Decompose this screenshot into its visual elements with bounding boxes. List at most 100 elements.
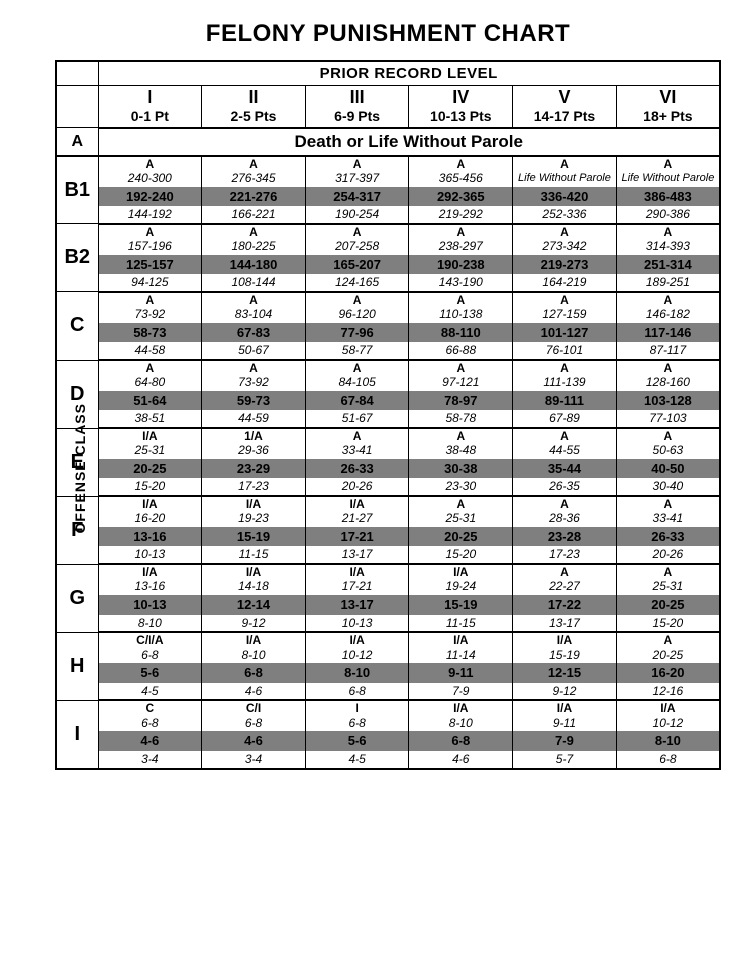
presumptive-range: 5-6	[305, 731, 409, 751]
presumptive-range: 336-420	[513, 187, 617, 207]
mitigated-range: 4-6	[202, 683, 306, 701]
presumptive-range: 16-20	[616, 663, 720, 683]
mitigated-range: 219-292	[409, 206, 513, 224]
disposition: A	[616, 564, 720, 579]
presumptive-range: 89-111	[513, 391, 617, 411]
prior-record-header: PRIOR RECORD LEVEL	[98, 61, 720, 86]
presumptive-range: 12-14	[202, 595, 306, 615]
presumptive-range: 101-127	[513, 323, 617, 343]
aggravated-range: 83-104	[202, 307, 306, 323]
mitigated-range: 50-67	[202, 342, 306, 360]
mitigated-range: 6-8	[305, 683, 409, 701]
disposition: I/A	[305, 632, 409, 647]
aggravated-range: Life Without Parole	[513, 171, 617, 187]
presumptive-range: 67-84	[305, 391, 409, 411]
mitigated-range: 44-59	[202, 410, 306, 428]
aggravated-range: 365-456	[409, 171, 513, 187]
mitigated-range: 87-117	[616, 342, 720, 360]
aggravated-range: 10-12	[305, 648, 409, 664]
disposition: I/A	[305, 564, 409, 579]
disposition: A	[98, 156, 202, 171]
col-header-pts: 6-9 Pts	[305, 108, 409, 128]
presumptive-range: 13-16	[98, 527, 202, 547]
aggravated-range: 25-31	[409, 511, 513, 527]
disposition: A	[513, 428, 617, 443]
disposition: A	[513, 292, 617, 307]
disposition: A	[305, 292, 409, 307]
presumptive-range: 26-33	[305, 459, 409, 479]
presumptive-range: 254-317	[305, 187, 409, 207]
presumptive-range: 165-207	[305, 255, 409, 275]
disposition: I/A	[98, 428, 202, 443]
class-label: G	[56, 564, 98, 632]
col-header-roman: V	[513, 86, 617, 108]
aggravated-range: 73-92	[202, 375, 306, 391]
presumptive-range: 8-10	[616, 731, 720, 751]
disposition: A	[616, 632, 720, 647]
aggravated-range: 11-14	[409, 648, 513, 664]
mitigated-range: 9-12	[513, 683, 617, 701]
page-title: FELONY PUNISHMENT CHART	[55, 20, 721, 48]
mitigated-range: 4-5	[305, 751, 409, 769]
mitigated-range: 144-192	[98, 206, 202, 224]
presumptive-range: 15-19	[409, 595, 513, 615]
aggravated-range: Life Without Parole	[616, 171, 720, 187]
presumptive-range: 9-11	[409, 663, 513, 683]
col-header-roman: II	[202, 86, 306, 108]
col-header-roman: III	[305, 86, 409, 108]
disposition: I/A	[202, 496, 306, 511]
aggravated-range: 157-196	[98, 239, 202, 255]
disposition: I/A	[409, 632, 513, 647]
presumptive-range: 78-97	[409, 391, 513, 411]
presumptive-range: 20-25	[98, 459, 202, 479]
mitigated-range: 15-20	[616, 615, 720, 633]
aggravated-range: 33-41	[305, 443, 409, 459]
mitigated-range: 108-144	[202, 274, 306, 292]
mitigated-range: 10-13	[305, 615, 409, 633]
presumptive-range: 20-25	[409, 527, 513, 547]
disposition: A	[616, 156, 720, 171]
aggravated-range: 25-31	[98, 443, 202, 459]
aggravated-range: 21-27	[305, 511, 409, 527]
aggravated-range: 8-10	[202, 648, 306, 664]
mitigated-range: 290-386	[616, 206, 720, 224]
mitigated-range: 12-16	[616, 683, 720, 701]
aggravated-range: 276-345	[202, 171, 306, 187]
presumptive-range: 6-8	[409, 731, 513, 751]
aggravated-range: 13-16	[98, 579, 202, 595]
aggravated-range: 314-393	[616, 239, 720, 255]
aggravated-range: 29-36	[202, 443, 306, 459]
mitigated-range: 252-336	[513, 206, 617, 224]
mitigated-range: 76-101	[513, 342, 617, 360]
presumptive-range: 4-6	[98, 731, 202, 751]
presumptive-range: 4-6	[202, 731, 306, 751]
presumptive-range: 386-483	[616, 187, 720, 207]
presumptive-range: 26-33	[616, 527, 720, 547]
presumptive-range: 8-10	[305, 663, 409, 683]
col-header-pts: 0-1 Pt	[98, 108, 202, 128]
punishment-table: PRIOR RECORD LEVELIIIIIIIVVVI0-1 Pt2-5 P…	[55, 60, 721, 770]
offense-class-label: OFFENSE CLASS	[72, 403, 88, 533]
presumptive-range: 12-15	[513, 663, 617, 683]
aggravated-range: 10-12	[616, 716, 720, 732]
aggravated-range: 33-41	[616, 511, 720, 527]
presumptive-range: 13-17	[305, 595, 409, 615]
disposition: A	[305, 156, 409, 171]
disposition: 1/A	[202, 428, 306, 443]
presumptive-range: 7-9	[513, 731, 617, 751]
aggravated-range: 6-8	[305, 716, 409, 732]
aggravated-range: 6-8	[98, 716, 202, 732]
mitigated-range: 94-125	[98, 274, 202, 292]
presumptive-range: 77-96	[305, 323, 409, 343]
mitigated-range: 13-17	[305, 546, 409, 564]
aggravated-range: 127-159	[513, 307, 617, 323]
mitigated-range: 190-254	[305, 206, 409, 224]
aggravated-range: 25-31	[616, 579, 720, 595]
aggravated-range: 14-18	[202, 579, 306, 595]
presumptive-range: 23-28	[513, 527, 617, 547]
disposition: A	[616, 496, 720, 511]
disposition: A	[202, 156, 306, 171]
aggravated-range: 44-55	[513, 443, 617, 459]
presumptive-range: 15-19	[202, 527, 306, 547]
disposition: A	[202, 360, 306, 375]
